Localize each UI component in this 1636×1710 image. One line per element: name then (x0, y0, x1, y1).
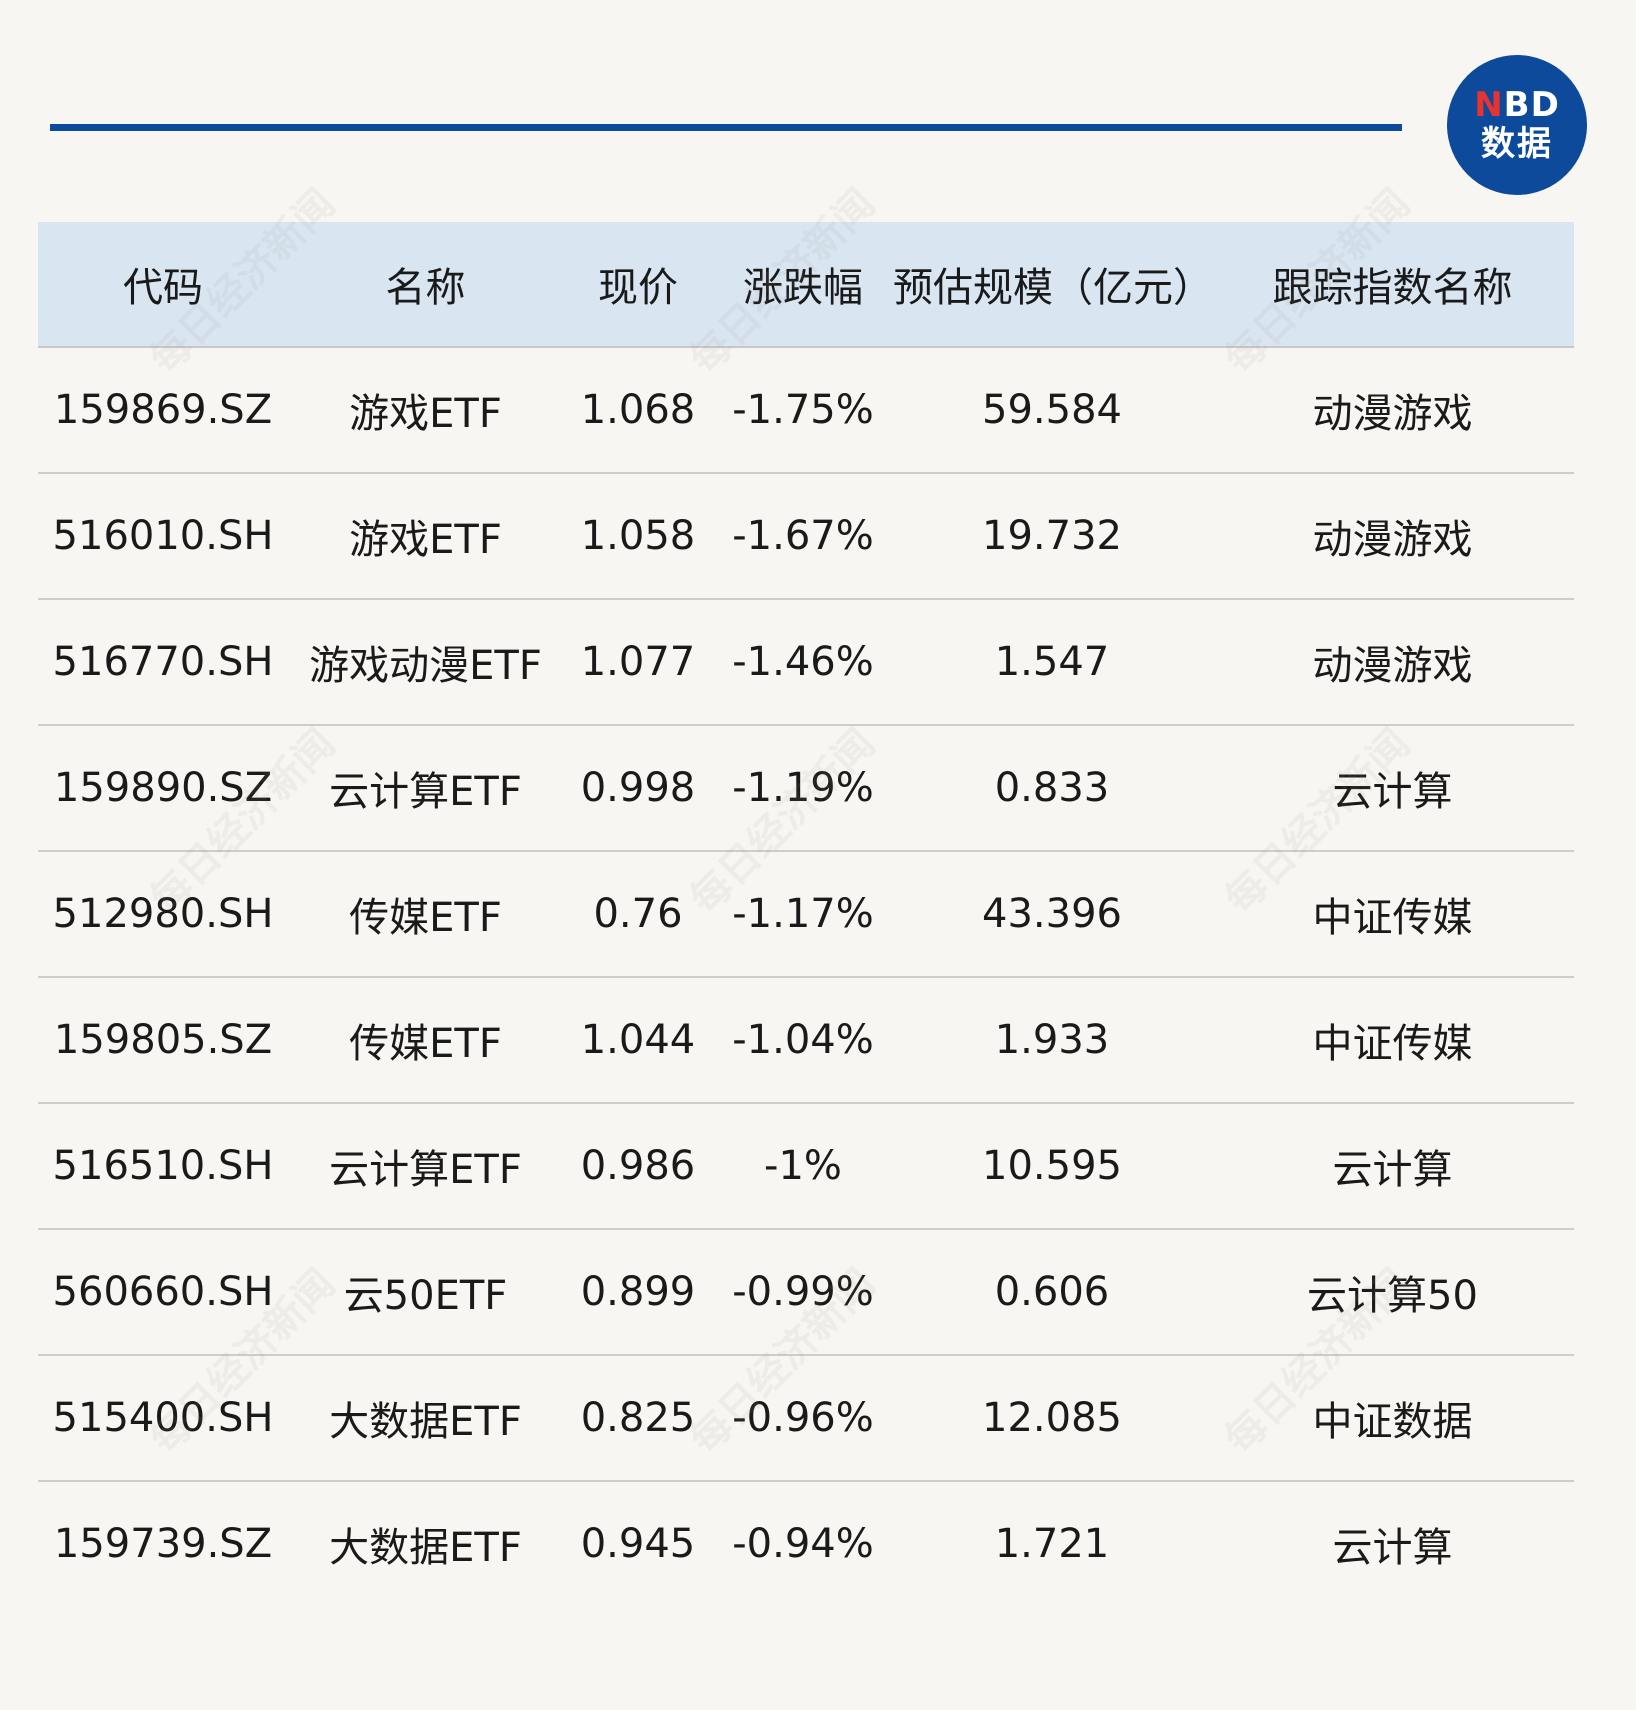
table-cell: -1.19% (713, 725, 893, 852)
column-header: 名称 (288, 222, 563, 348)
table-cell: 0.998 (563, 725, 713, 852)
table-cell: 19.732 (893, 473, 1211, 600)
table-cell: 云计算ETF (288, 725, 563, 852)
table-cell: 云计算ETF (288, 1103, 563, 1230)
table-cell: 动漫游戏 (1211, 473, 1574, 600)
table-row: 560660.SH 云50ETF 0.899 -0.99% 0.606 云计算50 (38, 1229, 1574, 1356)
table-cell: -1.46% (713, 599, 893, 726)
table-cell: -1.04% (713, 977, 893, 1104)
column-header: 跟踪指数名称 (1211, 222, 1574, 348)
table-cell: 1.547 (893, 599, 1211, 726)
table-cell: 游戏动漫ETF (288, 599, 563, 726)
table-cell: 1.044 (563, 977, 713, 1104)
top-divider (50, 124, 1402, 131)
table-row: 159890.SZ 云计算ETF 0.998 -1.19% 0.833 云计算 (38, 725, 1574, 852)
table-cell: 0.986 (563, 1103, 713, 1230)
table-row: 516510.SH 云计算ETF 0.986 -1% 10.595 云计算 (38, 1103, 1574, 1230)
etf-table: 代码 名称 现价 涨跌幅 预估规模（亿元） 跟踪指数名称 159869.SZ 游戏ETF 1.… (38, 222, 1574, 1606)
table-cell: -0.94% (732, 1521, 874, 1567)
table-cell: 10.595 (893, 1103, 1211, 1230)
table-cell: 159805.SZ (38, 977, 288, 1104)
table-cell: 0.606 (893, 1229, 1211, 1356)
table-cell: 1.077 (563, 599, 713, 726)
table-cell: 中证传媒 (1211, 977, 1574, 1104)
table-cell: 1.068 (563, 347, 713, 474)
table-cell: 516010.SH (38, 473, 288, 600)
table-cell: 大数据ETF (329, 1525, 522, 1571)
table-cell: 159739.SZ (53, 1521, 273, 1567)
table-row: 159739.SZ 大数据ETF 0.945 -0.94% 1.721 云计算 (38, 1481, 1574, 1606)
table-cell: 云计算 (1211, 1103, 1574, 1230)
table-cell: 动漫游戏 (1211, 347, 1574, 474)
table-cell: 传媒ETF (288, 977, 563, 1104)
table-cell: 中证数据 (1211, 1355, 1574, 1482)
table-cell: 1.933 (893, 977, 1211, 1104)
table-cell: 大数据ETF (288, 1355, 563, 1482)
table-cell: -1.75% (713, 347, 893, 474)
table-cell: 59.584 (893, 347, 1211, 474)
logo-text-data: 数据 (1481, 124, 1553, 164)
column-header: 现价 (563, 222, 713, 348)
table-cell: 中证传媒 (1211, 851, 1574, 978)
table-cell: -0.99% (713, 1229, 893, 1356)
table-cell: -1% (713, 1103, 893, 1230)
table-row: 512980.SH 传媒ETF 0.76 -1.17% 43.396 中证传媒 (38, 851, 1574, 978)
table-cell: 560660.SH (38, 1229, 288, 1356)
table-cell: 512980.SH (38, 851, 288, 978)
column-header: 代码 (38, 222, 288, 348)
table-cell: 0.833 (893, 725, 1211, 852)
table-cell: 12.085 (893, 1355, 1211, 1482)
table-cell: 43.396 (893, 851, 1211, 978)
table-cell: 游戏ETF (288, 347, 563, 474)
nbd-logo: NBD 数据 (1447, 55, 1587, 195)
logo-n: N (1474, 85, 1504, 125)
table-cell: 游戏ETF (288, 473, 563, 600)
table-cell: -1.67% (713, 473, 893, 600)
table-cell: -1.17% (713, 851, 893, 978)
table-cell: 云计算 (1332, 1525, 1453, 1571)
table-cell: 516510.SH (38, 1103, 288, 1230)
table-row: 515400.SH 大数据ETF 0.825 -0.96% 12.085 中证数据 (38, 1355, 1574, 1482)
table-cell: 0.76 (563, 851, 713, 978)
table-cell: 516770.SH (38, 599, 288, 726)
column-header: 预估规模（亿元） (893, 222, 1213, 348)
table-cell: 0.899 (563, 1229, 713, 1356)
table-row: 516770.SH 游戏动漫ETF 1.077 -1.46% 1.547 动漫游戏 (38, 599, 1574, 726)
table-header-row: 代码 名称 现价 涨跌幅 预估规模（亿元） 跟踪指数名称 (38, 222, 1574, 348)
logo-text-nbd: NBD (1474, 86, 1560, 124)
table-cell: 动漫游戏 (1211, 599, 1574, 726)
table-body: 159869.SZ 游戏ETF 1.068 -1.75% 59.584 动漫游戏 51601… (38, 347, 1574, 1606)
logo-bd: BD (1503, 85, 1560, 125)
table-cell: -0.96% (713, 1355, 893, 1482)
table-cell: 515400.SH (38, 1355, 288, 1482)
table-cell: 0.825 (563, 1355, 713, 1482)
table-cell: 云计算 (1211, 725, 1574, 852)
table-row: 159869.SZ 游戏ETF 1.068 -1.75% 59.584 动漫游戏 (38, 347, 1574, 474)
table-cell: 云计算50 (1211, 1229, 1574, 1356)
table-cell: 云50ETF (288, 1229, 563, 1356)
table-cell: 159869.SZ (38, 347, 288, 474)
table-cell: 159890.SZ (38, 725, 288, 852)
table-row: 159805.SZ 传媒ETF 1.044 -1.04% 1.933 中证传媒 (38, 977, 1574, 1104)
table-cell: 0.945 (580, 1521, 696, 1567)
table-cell: 1.721 (994, 1521, 1110, 1567)
column-header: 涨跌幅 (713, 222, 893, 348)
table-cell: 1.058 (563, 473, 713, 600)
table-cell: 传媒ETF (288, 851, 563, 978)
table-row: 516010.SH 游戏ETF 1.058 -1.67% 19.732 动漫游戏 (38, 473, 1574, 600)
